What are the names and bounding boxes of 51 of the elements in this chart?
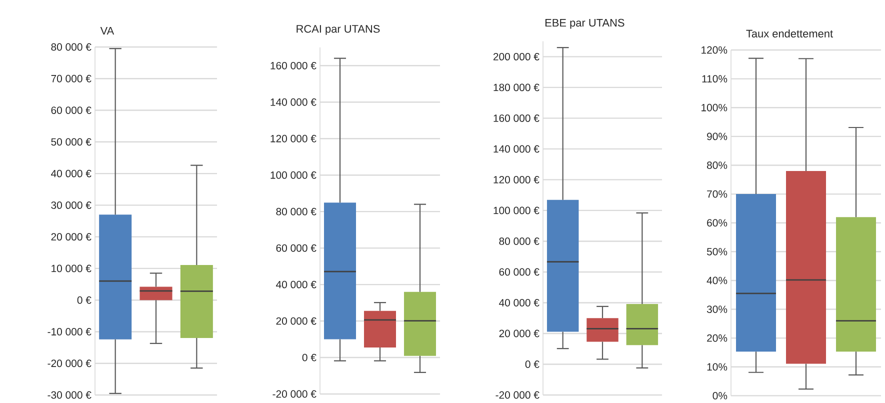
y-tick-label: 20 000 € xyxy=(51,233,92,241)
y-tick-label: 10% xyxy=(707,363,728,371)
y-tick-label: 0 € xyxy=(525,360,540,368)
y-tick-label: 120 000 € xyxy=(270,134,316,142)
y-tick-label: 140 000 € xyxy=(494,145,540,153)
y-tick-label: 60 000 € xyxy=(51,106,92,114)
y-tick-label: 50 000 € xyxy=(51,138,92,146)
y-tick-label: 20% xyxy=(707,334,728,342)
y-tick-label: 50% xyxy=(706,248,728,256)
y-tick-label: -30 000 € xyxy=(48,391,92,399)
y-tick-label: 0 € xyxy=(77,296,92,304)
y-tick-label: 200 000 € xyxy=(493,52,540,60)
chart-title: EBE par UTANS xyxy=(545,18,624,29)
y-tick-label: 40 000 € xyxy=(276,280,316,288)
y-tick-label: 180 000 € xyxy=(494,84,540,92)
y-tick-label: 0 € xyxy=(302,354,316,362)
chart-title: Taux endettement xyxy=(746,29,833,38)
y-tick-label: 160 000 € xyxy=(270,62,316,70)
chart-title: RCAI par UTANS xyxy=(296,24,380,35)
y-tick-label: 20 000 € xyxy=(276,317,316,325)
y-tick-label: 30% xyxy=(706,306,728,313)
y-tick-label: 120 000 € xyxy=(494,176,540,184)
y-tick-label: 10 000 € xyxy=(52,264,92,272)
y-tick-label: 100 000 € xyxy=(494,206,540,214)
y-tick-label: 80 000 € xyxy=(276,208,316,216)
y-tick-label: 20 000 € xyxy=(499,330,540,338)
y-tick-label: 80% xyxy=(707,162,728,169)
y-tick-label: 120% xyxy=(702,46,728,54)
y-tick-label: 70% xyxy=(707,190,728,198)
y-tick-label: 80 000 € xyxy=(51,43,92,51)
y-tick-label: 30 000 € xyxy=(51,201,92,209)
y-tick-label: -20 000 € xyxy=(272,390,316,398)
y-tick-label: 160 000 € xyxy=(494,114,540,122)
y-tick-label: 40 000 € xyxy=(499,299,540,306)
y-tick-label: 0% xyxy=(712,392,728,400)
y-tick-label: 40 000 € xyxy=(50,170,92,178)
chart-title: VA xyxy=(100,26,114,34)
y-tick-label: 70 000 € xyxy=(51,74,92,82)
y-tick-label: -10 000 € xyxy=(48,328,92,336)
y-tick-label: 40% xyxy=(706,276,728,284)
y-tick-label: 110% xyxy=(702,75,728,83)
y-tick-label: -20 000 € xyxy=(496,391,540,399)
y-tick-label: 60 000 € xyxy=(276,244,316,252)
y-tick-label: 60% xyxy=(707,219,728,227)
y-tick-label: 90% xyxy=(707,132,728,140)
y-tick-label: -20 000 € xyxy=(48,360,92,368)
y-tick-label: 100% xyxy=(702,104,728,112)
y-tick-label: 100 000 € xyxy=(270,171,316,179)
y-tick-label: 140 000 € xyxy=(270,98,316,106)
y-tick-label: 60 000 € xyxy=(499,268,540,276)
y-tick-label: 80 000 € xyxy=(499,238,540,245)
